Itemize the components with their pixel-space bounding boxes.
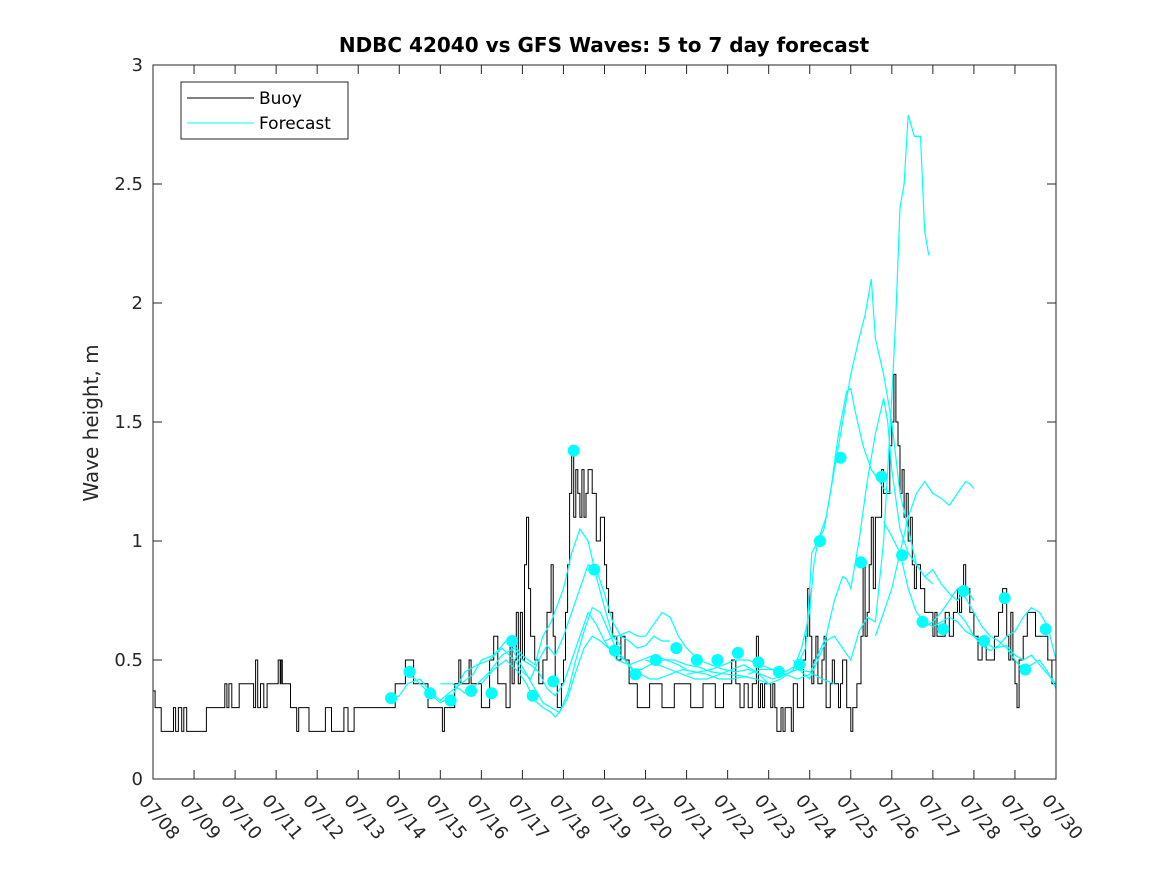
forecast-marker-4	[444, 694, 457, 707]
legend: Buoy Forecast	[180, 81, 349, 140]
forecast-marker-14	[649, 654, 662, 666]
forecast-marker-11	[588, 563, 601, 576]
series-line-forecast-run-3	[440, 611, 687, 697]
y-tick-label: 2.5	[114, 174, 143, 195]
y-tick-label: 1.5	[114, 412, 143, 433]
series-layer	[153, 114, 1056, 732]
legend-box	[180, 81, 349, 140]
y-tick-label: 2	[132, 293, 143, 314]
forecast-marker-5	[465, 684, 478, 697]
forecast-marker-28	[937, 623, 950, 636]
forecast-marker-10	[567, 444, 580, 457]
forecast-marker-24	[855, 556, 867, 569]
series-line-forecast-run-9	[747, 398, 975, 680]
series-line-forecast-run-6	[604, 611, 835, 685]
series-line-forecast-run-7	[645, 387, 893, 685]
forecast-marker-31	[998, 592, 1011, 605]
forecast-marker-19	[752, 656, 765, 669]
forecast-marker-15	[670, 642, 683, 655]
forecast-marker-29	[957, 585, 970, 597]
forecast-marker-25	[875, 470, 888, 483]
series-line-forecast-run-13	[916, 587, 1056, 689]
forecast-marker-7	[506, 635, 519, 647]
forecast-marker-27	[916, 615, 929, 628]
forecast-marker-12	[608, 644, 621, 657]
forecast-marker-33	[1039, 623, 1052, 636]
marker-layer	[385, 444, 1052, 707]
forecast-marker-13	[629, 668, 642, 681]
forecast-marker-3	[424, 687, 437, 700]
forecast-marker-2	[403, 665, 416, 678]
series-line-forecast-run-11	[874, 480, 975, 637]
forecast-marker-23	[834, 451, 847, 464]
chart-title: NDBC 42040 vs GFS Waves: 5 to 7 day fore…	[339, 33, 870, 57]
y-axis-label: Wave height, m	[79, 344, 103, 501]
forecast-marker-26	[896, 549, 909, 562]
forecast-marker-1	[385, 692, 398, 705]
forecast-marker-9	[547, 675, 560, 688]
series-line-forecast-run-8	[686, 279, 934, 675]
series-line-forecast-run-2	[407, 563, 671, 704]
series-line-forecast-run-10	[792, 114, 930, 680]
forecast-marker-20	[772, 665, 785, 678]
series-line-buoy	[153, 373, 1056, 732]
forecast-marker-8	[526, 689, 539, 702]
legend-buoy-label: Buoy	[259, 89, 302, 109]
forecast-marker-22	[814, 535, 826, 547]
series-line-forecast-run-14	[957, 606, 1056, 661]
y-tick-label: 0	[132, 769, 143, 790]
forecast-marker-18	[731, 646, 744, 659]
forecast-marker-17	[711, 654, 724, 666]
forecast-marker-30	[978, 635, 991, 647]
forecast-marker-21	[793, 658, 806, 671]
y-tick-label: 0.5	[114, 650, 143, 671]
forecast-marker-6	[485, 687, 498, 700]
forecast-marker-32	[1019, 663, 1032, 676]
y-tick-label: 3	[132, 55, 143, 76]
series-line-forecast-run-12	[883, 521, 1056, 685]
forecast-marker-16	[690, 654, 703, 666]
legend-forecast-label: Forecast	[259, 114, 331, 134]
y-tick-label: 1	[132, 531, 143, 552]
y-axis: 0 0.5 1 1.5 2 2.5 3	[114, 55, 1056, 790]
